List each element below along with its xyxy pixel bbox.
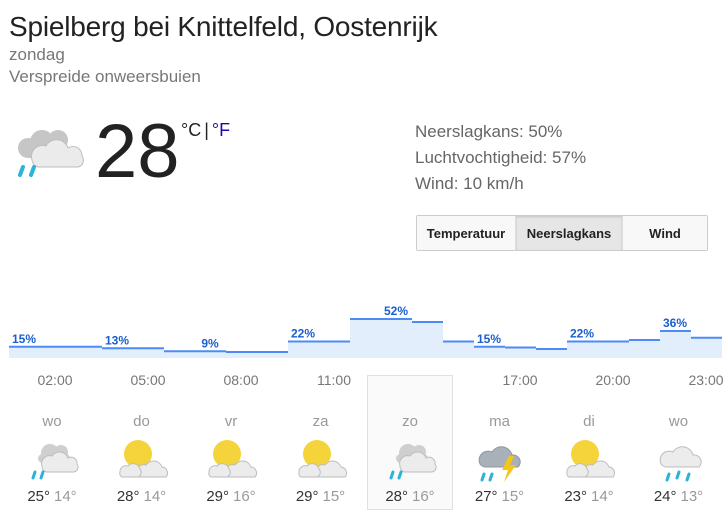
forecast-day-ma[interactable]: ma 27° 15° [457,403,543,509]
thunderstorm-icon [478,446,521,482]
cloud-rain-icon [18,130,84,177]
day-temps: 28° 16° [368,488,452,505]
low-temp: 14° [591,488,614,505]
tab-precipitation[interactable]: Neerslagkans [515,216,622,250]
humidity: Luchtvochtigheid: 57% [415,148,587,167]
day-name: za [312,413,329,430]
time-tick-label: 11:00 [317,372,351,388]
time-tick-label: 17:00 [502,372,538,388]
forecast-day-zo[interactable]: zo 28° 16° [367,375,453,510]
low-temp: 16° [233,488,256,505]
unit-separator: | [204,120,209,140]
high-temp: 24° [653,488,677,505]
high-temp: 29° [206,488,229,505]
forecast-day-za[interactable]: za 29° 15° [278,403,364,509]
partly-cloudy-icon [208,440,258,478]
location-title: Spielberg bei Knittelfeld, Oostenrijk [9,11,438,42]
day-name: zo [402,413,418,430]
day-temps: 24° 13° [636,488,722,505]
condition-label: Verspreide onweersbuien [9,67,201,86]
forecast-day-do[interactable]: do 28° 14° [99,403,185,509]
unit-celsius[interactable]: °C [181,120,202,140]
precipitation-chance: Neerslagkans: 50% [415,122,563,141]
cloud-rain-icon [389,444,437,480]
forecast-day-vr[interactable]: vr 29° 16° [188,403,274,509]
weather-details: Neerslagkans: 50% Luchtvochtigheid: 57% … [415,119,586,197]
cloud-rain-icon [31,444,79,480]
high-temp: 29° [295,488,319,505]
high-temp: 25° [27,488,50,505]
forecast-day-wo[interactable]: wo 25° 14° [9,403,95,509]
chart-data-label: 15% [477,332,501,346]
day-temps: 27° 15° [457,488,543,505]
day-temps: 28° 14° [99,488,185,505]
day-name: ma [489,413,510,430]
time-tick-label: 20:00 [595,372,631,388]
partly-cloudy-icon [118,440,168,478]
forecast-day-wo[interactable]: wo 24° 13° [636,403,722,509]
unit-fahrenheit[interactable]: °F [211,120,231,140]
high-temp: 28° [116,488,140,505]
showers-icon [659,446,702,482]
precipitation-chart: 15% 13% 9% 22% 52% 15% 22% 36% [9,304,722,358]
low-temp: 13° [680,488,704,505]
time-tick-label: 08:00 [223,372,259,388]
day-temps: 29° 15° [278,488,364,505]
tab-temperature[interactable]: Temperatuur [417,216,515,250]
chart-data-label: 22% [291,327,315,341]
tab-wind[interactable]: Wind [622,216,707,250]
chart-data-label: 15% [12,332,36,346]
partly-cloudy-icon [297,440,347,478]
unit-toggle: °C | °F [181,120,230,141]
high-temp: 28° [385,488,408,505]
day-name: vr [224,413,238,430]
high-temp: 27° [474,488,498,505]
day-temps: 29° 16° [188,488,274,505]
time-tick-label: 02:00 [37,372,73,388]
chart-data-label: 36% [663,316,687,330]
wind-speed: Wind: 10 km/h [415,174,524,193]
low-temp: 16° [412,488,435,505]
day-name: wo [668,413,689,430]
chart-data-label: 9% [201,336,219,350]
low-temp: 15° [322,488,346,505]
chart-data-label: 52% [384,304,408,318]
time-tick-label: 05:00 [130,372,166,388]
partly-cloudy-icon [566,440,616,478]
current-temperature: 28 [95,109,180,194]
day-temps: 25° 14° [9,488,95,505]
low-temp: 14° [54,488,77,505]
time-tick-label: 23:00 [688,372,724,388]
forecast-day-di[interactable]: di 23° 14° [546,403,632,509]
chart-data-label: 13% [105,333,129,347]
weather-header: Spielberg bei Knittelfeld, Oostenrijk zo… [9,10,438,88]
low-temp: 14° [143,488,167,505]
day-label: zondag [9,45,65,64]
high-temp: 23° [564,488,587,505]
day-name: di [583,413,595,430]
chart-tabs: Temperatuur Neerslagkans Wind [416,215,708,251]
low-temp: 15° [501,488,525,505]
chart-area-fill [9,319,722,358]
day-name: wo [42,413,62,430]
day-temps: 23° 14° [546,488,632,505]
chart-data-label: 22% [570,327,594,341]
day-name: do [133,413,150,430]
